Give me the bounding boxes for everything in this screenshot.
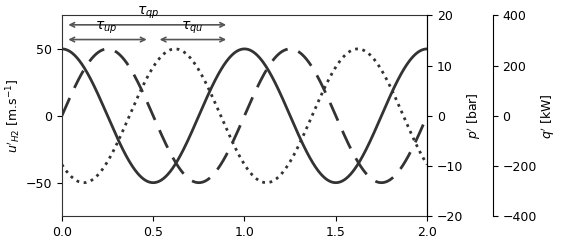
- Text: $\tau_{up}$: $\tau_{up}$: [94, 19, 117, 35]
- Y-axis label: $p'$ [bar]: $p'$ [bar]: [466, 92, 483, 139]
- Text: $\tau_{qu}$: $\tau_{qu}$: [181, 19, 203, 35]
- Y-axis label: $u'_{H2}$ [m.s$^{-1}$]: $u'_{H2}$ [m.s$^{-1}$]: [4, 78, 23, 153]
- Text: $\tau_{qp}$: $\tau_{qp}$: [137, 5, 159, 21]
- Y-axis label: $q'$ [kW]: $q'$ [kW]: [540, 93, 557, 139]
